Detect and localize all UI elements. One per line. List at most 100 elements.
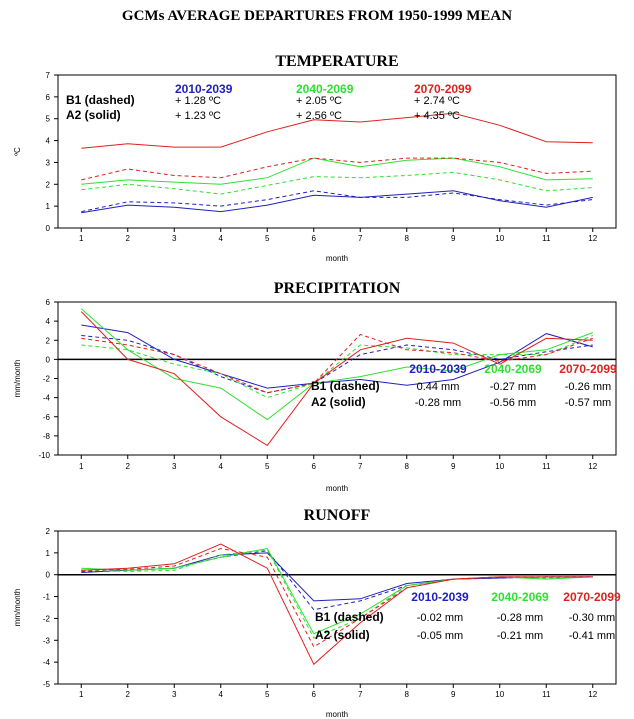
legend-a2-label: A2 (solid) (66, 108, 121, 122)
legend-period-label: 2010-2039 (411, 590, 469, 604)
series-line-2010-2039-b1 (81, 335, 593, 394)
legend-a2-value: -0.57 mm (565, 397, 611, 409)
legend-a2-label: A2 (solid) (311, 395, 366, 409)
x-tick-label: 12 (588, 690, 597, 699)
legend-b1-value: -0.26 mm (565, 381, 611, 393)
y-tick-label: -8 (43, 432, 51, 441)
y-tick-label: 0 (46, 224, 51, 233)
y-tick-label: 5 (46, 115, 51, 124)
legend-a2-value: + 1.23 ºC (175, 110, 221, 122)
y-tick-label: -2 (43, 375, 51, 384)
x-tick-label: 4 (219, 462, 224, 471)
y-tick-label: -4 (43, 394, 51, 403)
x-tick-label: 5 (265, 690, 270, 699)
plot-frame (57, 530, 617, 685)
x-tick-label: 8 (405, 462, 410, 471)
x-tick-label: 12 (588, 234, 597, 243)
x-tick-label: 1 (79, 234, 84, 243)
x-tick-label: 7 (358, 462, 363, 471)
legend-b1-value: -0.30 mm (569, 612, 615, 624)
legend-period-label: 2040-2069 (296, 82, 354, 96)
legend-b1-value: -0.02 mm (417, 612, 463, 624)
series-line-2040-2069-a2 (81, 157, 593, 185)
y-tick-label: -10 (38, 451, 50, 460)
y-tick-label: 2 (46, 527, 51, 536)
panel-title: TEMPERATURE (275, 53, 398, 70)
y-tick-label: 4 (46, 137, 51, 146)
x-tick-label: 6 (312, 462, 317, 471)
y-tick-label: 3 (46, 158, 51, 167)
series-line-2070-2099-b1 (81, 333, 593, 394)
series-line-2010-2039-b1 (81, 190, 593, 213)
panel-precipitation: PRECIPITATION -10 -8 -6 -4 -2 0 2 4 6 mm/month 1 2 3 4… (13, 280, 617, 493)
legend-period-label: 2010-2039 (409, 362, 467, 376)
legend-a2-label: A2 (solid) (315, 628, 370, 642)
x-tick-label: 9 (451, 690, 456, 699)
y-axis-label: mm/month (13, 589, 22, 627)
y-tick-label: 2 (46, 336, 51, 345)
legend-b1-label: B1 (dashed) (66, 93, 135, 107)
plot-frame (57, 74, 617, 229)
y-tick-label: -2 (43, 614, 51, 623)
legend-a2-value: -0.21 mm (497, 630, 543, 642)
x-tick-label: 3 (172, 234, 177, 243)
series-line-2040-2069-a2 (80, 308, 593, 421)
figure-title: GCMs AVERAGE DEPARTURES FROM 1950-1999 M… (121, 8, 513, 24)
x-tick-label: 2 (126, 462, 131, 471)
legend-a2-value: -0.56 mm (490, 397, 536, 409)
legend-a2-value: + 2.56 ºC (296, 110, 342, 122)
y-tick-label: 7 (46, 71, 51, 80)
legend-b1-value: 0.44 mm (417, 381, 460, 393)
x-tick-label: 9 (451, 462, 456, 471)
legend-period-label: 2040-2069 (491, 590, 549, 604)
series-line-2070-2099-a2 (81, 112, 593, 149)
series-line-2010-2039-a2 (81, 324, 593, 389)
x-tick-label: 7 (358, 690, 363, 699)
x-tick-label: 12 (588, 462, 597, 471)
x-tick-label: 8 (405, 690, 410, 699)
y-tick-label: 4 (46, 317, 51, 326)
x-axis-label: month (326, 710, 348, 719)
x-tick-label: 8 (405, 234, 410, 243)
x-tick-label: 7 (358, 234, 363, 243)
series-line-2040-2069-b1 (81, 335, 593, 399)
x-tick-label: 11 (542, 234, 551, 243)
x-tick-label: 1 (79, 690, 84, 699)
x-tick-label: 4 (219, 690, 224, 699)
legend-a2-value: -0.28 mm (415, 397, 461, 409)
legend-b1-value: + 2.74 ºC (414, 95, 460, 107)
y-tick-label: -5 (43, 680, 51, 689)
panel-title: RUNOFF (304, 507, 371, 524)
x-axis-label: month (326, 254, 348, 263)
x-tick-label: 6 (312, 234, 317, 243)
y-tick-label: -6 (43, 413, 51, 422)
legend-a2-value: -0.41 mm (569, 630, 615, 642)
series-line-2070-2099-b1 (81, 547, 593, 648)
y-tick-label: 2 (46, 180, 51, 189)
y-tick-label: 0 (46, 355, 51, 364)
x-tick-label: 5 (265, 234, 270, 243)
y-tick-label: 6 (46, 93, 51, 102)
legend-a2-value: + 4.35 ºC (414, 110, 460, 122)
x-tick-label: 2 (126, 234, 131, 243)
x-axis-label: month (326, 484, 348, 493)
y-axis-label: mm/month (13, 360, 22, 398)
series-line-2070-2099-a2 (80, 311, 593, 447)
x-tick-label: 3 (172, 690, 177, 699)
legend-b1-label: B1 (dashed) (311, 379, 380, 393)
legend-b1-value: -0.28 mm (497, 612, 543, 624)
x-tick-label: 10 (495, 462, 504, 471)
series-line-2070-2099-b1 (81, 157, 593, 181)
panel-title: PRECIPITATION (274, 280, 401, 297)
y-tick-label: 0 (46, 571, 51, 580)
legend-a2-value: -0.05 mm (417, 630, 463, 642)
legend-period-label: 2070-2099 (414, 82, 472, 96)
y-tick-label: 6 (46, 298, 51, 307)
x-tick-label: 4 (219, 234, 224, 243)
x-tick-label: 11 (542, 462, 551, 471)
x-tick-label: 3 (172, 462, 177, 471)
x-tick-label: 11 (542, 690, 551, 699)
legend-period-label: 2070-2099 (559, 362, 617, 376)
